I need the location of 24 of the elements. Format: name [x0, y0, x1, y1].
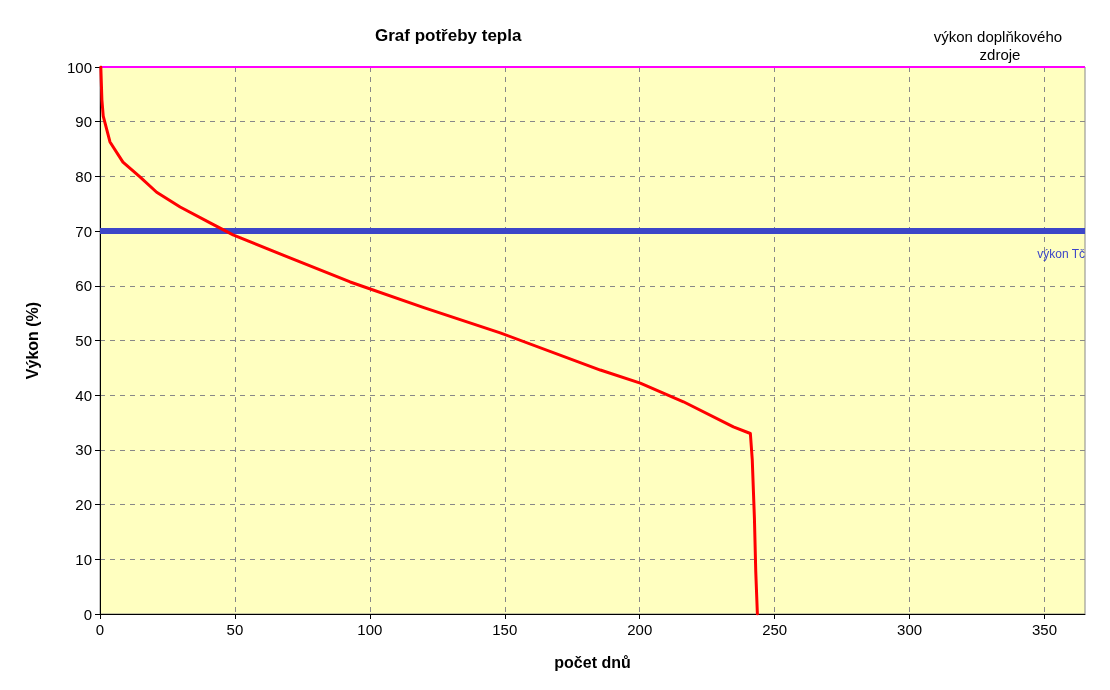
y-tick-label: 30 — [75, 441, 92, 459]
y-tick-label: 60 — [75, 277, 92, 295]
x-tick-label: 150 — [492, 621, 518, 638]
y-tick-label: 90 — [75, 113, 92, 131]
x-tick-label: 200 — [627, 621, 653, 638]
y-tick-label: 20 — [75, 496, 92, 514]
x-axis-title: počet dnů — [554, 653, 631, 671]
x-tick-label: 250 — [762, 621, 788, 638]
x-tick-label: 300 — [897, 621, 923, 638]
ref-line-label: výkon doplňkového zdroje — [933, 27, 1067, 63]
x-tick-label: 350 — [1032, 621, 1058, 638]
y-axis-title: Výkon (%) — [23, 301, 41, 380]
x-tick-label: 100 — [357, 621, 383, 638]
y-tick-label: 40 — [75, 386, 92, 404]
x-tick-label: 0 — [95, 621, 105, 638]
y-tick-label: 0 — [83, 605, 92, 623]
y-tick-label: 100 — [66, 58, 92, 76]
chart-title: Graf potřeby tepla — [375, 26, 522, 45]
y-tick-label: 70 — [75, 222, 92, 240]
x-tick-label: 50 — [226, 621, 244, 638]
y-tick-label: 50 — [75, 332, 92, 349]
y-tick-label: 80 — [75, 167, 92, 185]
y-tick-label: 10 — [75, 550, 92, 568]
ref-line-label: výkon Tč — [1037, 247, 1085, 262]
